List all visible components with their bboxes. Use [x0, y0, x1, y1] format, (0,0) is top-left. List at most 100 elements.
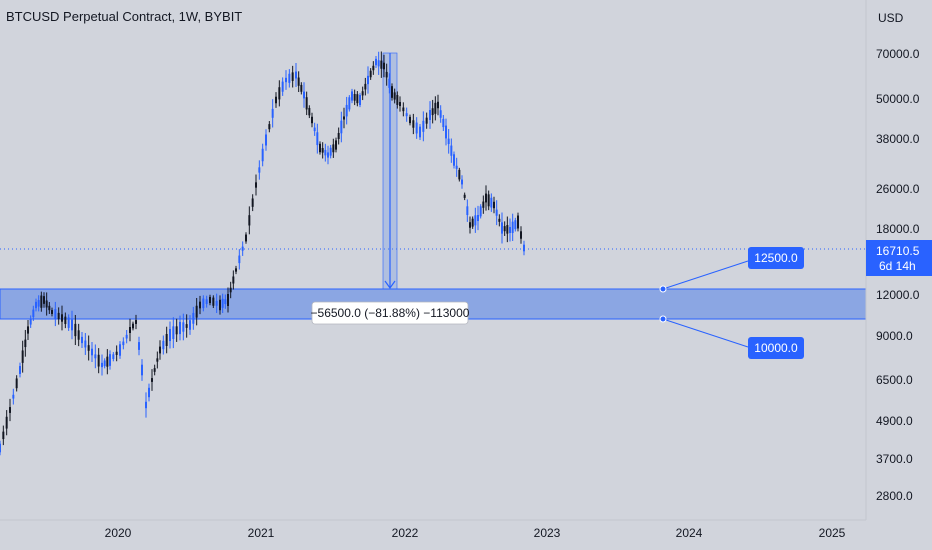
candle-body	[353, 93, 356, 101]
candle-body	[450, 145, 453, 156]
candle-body	[278, 87, 281, 100]
candle-body	[43, 296, 45, 304]
candle-body	[224, 299, 227, 305]
candle-body	[175, 326, 178, 335]
candle-body	[182, 322, 185, 332]
candle-body	[87, 345, 90, 351]
candle-body	[185, 324, 188, 328]
candle-body	[509, 227, 511, 233]
candle-body	[313, 127, 316, 132]
lower-zone-badge[interactable]	[748, 337, 804, 359]
price-axis[interactable]: 70000.0 50000.0 38000.0 26000.0 18000.0 …	[876, 47, 920, 503]
lower-anchor-handle[interactable]	[659, 315, 667, 323]
candle-body	[493, 201, 495, 209]
candle-body	[40, 295, 43, 308]
candle-body	[27, 326, 29, 334]
price-tick: 18000.0	[876, 222, 920, 236]
price-tick: 9000.0	[876, 329, 913, 343]
candle-body	[437, 101, 439, 109]
candle-body	[35, 301, 37, 309]
price-tick: 6500.0	[876, 373, 913, 387]
measure-label-box	[311, 301, 469, 325]
candle-body	[477, 214, 479, 222]
candle-body	[209, 296, 211, 304]
candle-body	[24, 339, 27, 348]
candle-body	[37, 300, 40, 307]
candle-body	[385, 71, 388, 78]
candle-body	[340, 120, 343, 134]
upper-anchor-handle[interactable]	[659, 285, 667, 293]
candle-body	[221, 298, 224, 308]
candle-body	[19, 366, 21, 374]
candle-body	[115, 351, 118, 355]
candle-body	[335, 140, 337, 150]
candle-body	[15, 378, 18, 389]
candle-body	[179, 321, 181, 335]
candle-body	[12, 394, 15, 399]
currency-label: USD	[878, 11, 904, 25]
candle-body	[405, 113, 408, 117]
price-tick: 4900.0	[876, 414, 913, 428]
measure-label: −56500.0 (−81.88%) −113000	[311, 306, 470, 320]
candle-body	[199, 301, 201, 309]
candle-body	[399, 101, 401, 107]
candle-body	[295, 71, 297, 79]
candle-body	[285, 77, 287, 83]
candle-body	[425, 117, 428, 124]
time-tick: 2023	[534, 526, 561, 540]
candle-body	[48, 305, 51, 311]
candle-body	[138, 342, 140, 350]
candle-body	[112, 354, 115, 360]
candle-body	[356, 94, 359, 104]
candle-body	[119, 344, 121, 356]
candle-body	[415, 122, 418, 134]
price-tick: 70000.0	[876, 47, 920, 61]
candle-body	[251, 198, 254, 207]
candle-body	[0, 443, 1, 453]
candle-body	[419, 126, 421, 138]
candle-body	[303, 91, 305, 99]
price-tick: 12000.0	[876, 288, 920, 302]
candle-body	[348, 97, 351, 110]
candle-body	[189, 320, 191, 330]
candle-body	[332, 144, 335, 153]
candle-body	[434, 102, 437, 114]
time-tick: 2020	[105, 526, 132, 540]
candle-body	[275, 96, 277, 104]
candle-body	[165, 334, 168, 346]
time-tick: 2021	[248, 526, 275, 540]
candle-body	[319, 143, 321, 153]
last-price-badge	[866, 240, 932, 276]
candle-body	[268, 124, 271, 130]
candle-body	[297, 77, 300, 86]
candle-body	[77, 330, 80, 340]
candle-body	[261, 148, 264, 162]
candle-body	[32, 309, 35, 318]
candle-body	[64, 316, 67, 325]
candle-body	[57, 312, 60, 320]
candle-body	[487, 194, 490, 207]
candle-body	[67, 317, 70, 328]
candle-body	[377, 60, 380, 67]
candle-body	[343, 116, 345, 120]
candle-body	[94, 354, 97, 359]
candle-body	[305, 97, 308, 110]
last-price-value: 16710.5	[876, 244, 920, 258]
candle-body	[409, 116, 411, 124]
candle-body	[61, 314, 63, 322]
candle-body	[21, 350, 24, 363]
candles	[0, 51, 525, 456]
candle-body	[453, 154, 455, 166]
lower-connector	[662, 318, 749, 348]
candle-body	[258, 167, 261, 173]
candle-body	[429, 110, 431, 120]
time-axis[interactable]: 2020 2021 2022 2023 2024 2025	[105, 526, 846, 540]
candle-body	[431, 108, 434, 116]
upper-zone-badge[interactable]	[748, 247, 804, 269]
candle-body	[132, 323, 134, 329]
candle-body	[248, 215, 251, 226]
candle-body	[281, 81, 284, 92]
candle-body	[97, 354, 100, 367]
